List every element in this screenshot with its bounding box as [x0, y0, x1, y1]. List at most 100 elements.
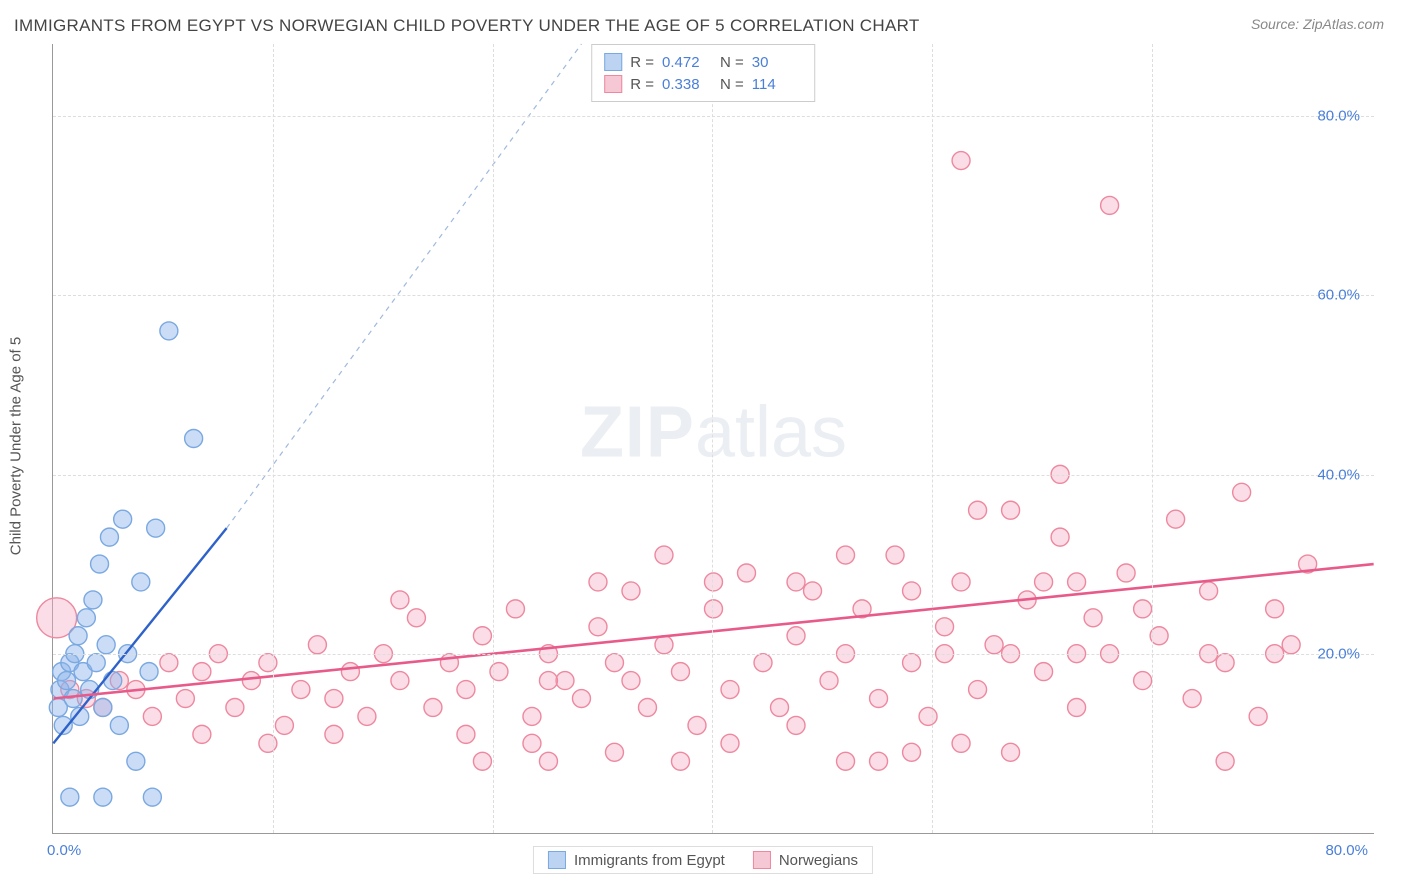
scatter-point [64, 690, 82, 708]
stat-n-value-0: 30 [752, 54, 802, 71]
stat-n-label-1: N = [720, 76, 744, 93]
scatter-point [308, 636, 326, 654]
scatter-point [870, 690, 888, 708]
scatter-point [787, 627, 805, 645]
legend-swatch-1 [753, 851, 771, 869]
scatter-point [919, 707, 937, 725]
scatter-point [1183, 690, 1201, 708]
scatter-point [391, 672, 409, 690]
scatter-point [787, 573, 805, 591]
scatter-point [523, 734, 541, 752]
scatter-point [1035, 573, 1053, 591]
scatter-point [1117, 564, 1135, 582]
y-axis-label: Child Poverty Under the Age of 5 [8, 337, 25, 555]
scatter-point [127, 752, 145, 770]
scatter-point [259, 654, 277, 672]
scatter-point [903, 582, 921, 600]
scatter-point [104, 672, 122, 690]
scatter-point [655, 636, 673, 654]
scatter-point [622, 672, 640, 690]
scatter-point [132, 573, 150, 591]
gridline-v [493, 44, 494, 833]
scatter-point [605, 743, 623, 761]
gridline-h [53, 475, 1374, 476]
scatter-point [1101, 196, 1119, 214]
stat-n-label-0: N = [720, 54, 744, 71]
chart-title: IMMIGRANTS FROM EGYPT VS NORWEGIAN CHILD… [14, 16, 920, 36]
scatter-point [69, 627, 87, 645]
gridline-h [53, 295, 1374, 296]
y-tick-label: 20.0% [1317, 646, 1360, 663]
scatter-point [160, 654, 178, 672]
scatter-point [1167, 510, 1185, 528]
scatter-point [523, 707, 541, 725]
y-tick-label: 60.0% [1317, 287, 1360, 304]
scatter-point [837, 546, 855, 564]
scatter-point [1068, 698, 1086, 716]
scatter-point [952, 734, 970, 752]
scatter-point [1084, 609, 1102, 627]
scatter-point [110, 716, 128, 734]
scatter-point [985, 636, 1003, 654]
scatter-point [407, 609, 425, 627]
scatter-point [952, 573, 970, 591]
scatter-point [820, 672, 838, 690]
scatter-point [473, 752, 491, 770]
scatter-point [473, 627, 491, 645]
scatter-point [787, 716, 805, 734]
y-tick-label: 80.0% [1317, 107, 1360, 124]
stats-legend-box: R = 0.472 N = 30 R = 0.338 N = 114 [591, 44, 815, 102]
scatter-point [1002, 501, 1020, 519]
scatter-point [952, 152, 970, 170]
scatter-point [705, 600, 723, 618]
gridline-v [1152, 44, 1153, 833]
scatter-point [1233, 483, 1251, 501]
scatter-point [903, 654, 921, 672]
scatter-point [143, 707, 161, 725]
gridline-v [932, 44, 933, 833]
stat-r-label-1: R = [630, 76, 654, 93]
scatter-point [672, 663, 690, 681]
x-tick-label: 0.0% [47, 842, 81, 859]
scatter-point [638, 698, 656, 716]
scatter-point [539, 752, 557, 770]
scatter-point [341, 663, 359, 681]
y-tick-label: 40.0% [1317, 466, 1360, 483]
scatter-point [589, 618, 607, 636]
swatch-series-0 [604, 53, 622, 71]
scatter-point [325, 690, 343, 708]
scatter-point [1051, 528, 1069, 546]
scatter-point [94, 698, 112, 716]
scatter-point [589, 573, 607, 591]
scatter-point [114, 510, 132, 528]
scatter-point [721, 734, 739, 752]
scatter-point [457, 725, 475, 743]
scatter-point [506, 600, 524, 618]
scatter-point [87, 654, 105, 672]
scatter-point [391, 591, 409, 609]
scatter-point [77, 609, 95, 627]
scatter-point [91, 555, 109, 573]
scatter-point [1249, 707, 1267, 725]
scatter-point [226, 698, 244, 716]
scatter-point [738, 564, 756, 582]
scatter-point [622, 582, 640, 600]
scatter-point [94, 788, 112, 806]
scatter-point [1216, 752, 1234, 770]
scatter-point [84, 591, 102, 609]
scatter-point [292, 681, 310, 699]
x-tick-label: 80.0% [1325, 842, 1368, 859]
bottom-legend: Immigrants from Egypt Norwegians [533, 846, 873, 874]
scatter-point [424, 698, 442, 716]
scatter-point [140, 663, 158, 681]
scatter-svg [53, 44, 1374, 833]
scatter-point [160, 322, 178, 340]
scatter-point [903, 743, 921, 761]
scatter-point [193, 725, 211, 743]
scatter-point [358, 707, 376, 725]
scatter-point [804, 582, 822, 600]
scatter-point [754, 654, 772, 672]
scatter-point [1266, 600, 1284, 618]
scatter-point [969, 501, 987, 519]
scatter-point [259, 734, 277, 752]
